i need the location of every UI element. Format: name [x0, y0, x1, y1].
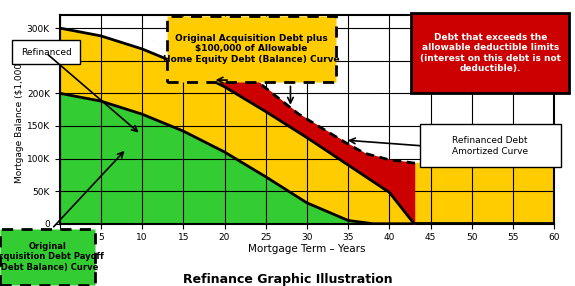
Y-axis label: Mortgage Balance ($1,000s): Mortgage Balance ($1,000s): [15, 55, 24, 184]
Text: Refinanced Debt
Amortized Curve: Refinanced Debt Amortized Curve: [452, 136, 528, 156]
X-axis label: Mortgage Term – Years: Mortgage Term – Years: [248, 244, 366, 254]
Text: Refinance Graphic Illustration: Refinance Graphic Illustration: [183, 273, 392, 286]
FancyBboxPatch shape: [12, 40, 80, 64]
Text: Original
Acquisition Debt Payoff
(Debt Balance) Curve: Original Acquisition Debt Payoff (Debt B…: [0, 242, 104, 272]
FancyBboxPatch shape: [411, 13, 569, 93]
Text: Original Acquisition Debt plus
$100,000 of Allowable
Home Equity Debt (Balance) : Original Acquisition Debt plus $100,000 …: [163, 34, 340, 63]
FancyBboxPatch shape: [0, 229, 95, 285]
FancyBboxPatch shape: [420, 124, 561, 167]
Text: Refinanced: Refinanced: [21, 48, 71, 57]
Text: Debt that exceeds the
allowable deductible limits
(interest on this debt is not
: Debt that exceeds the allowable deductib…: [420, 33, 561, 73]
FancyBboxPatch shape: [167, 16, 336, 82]
